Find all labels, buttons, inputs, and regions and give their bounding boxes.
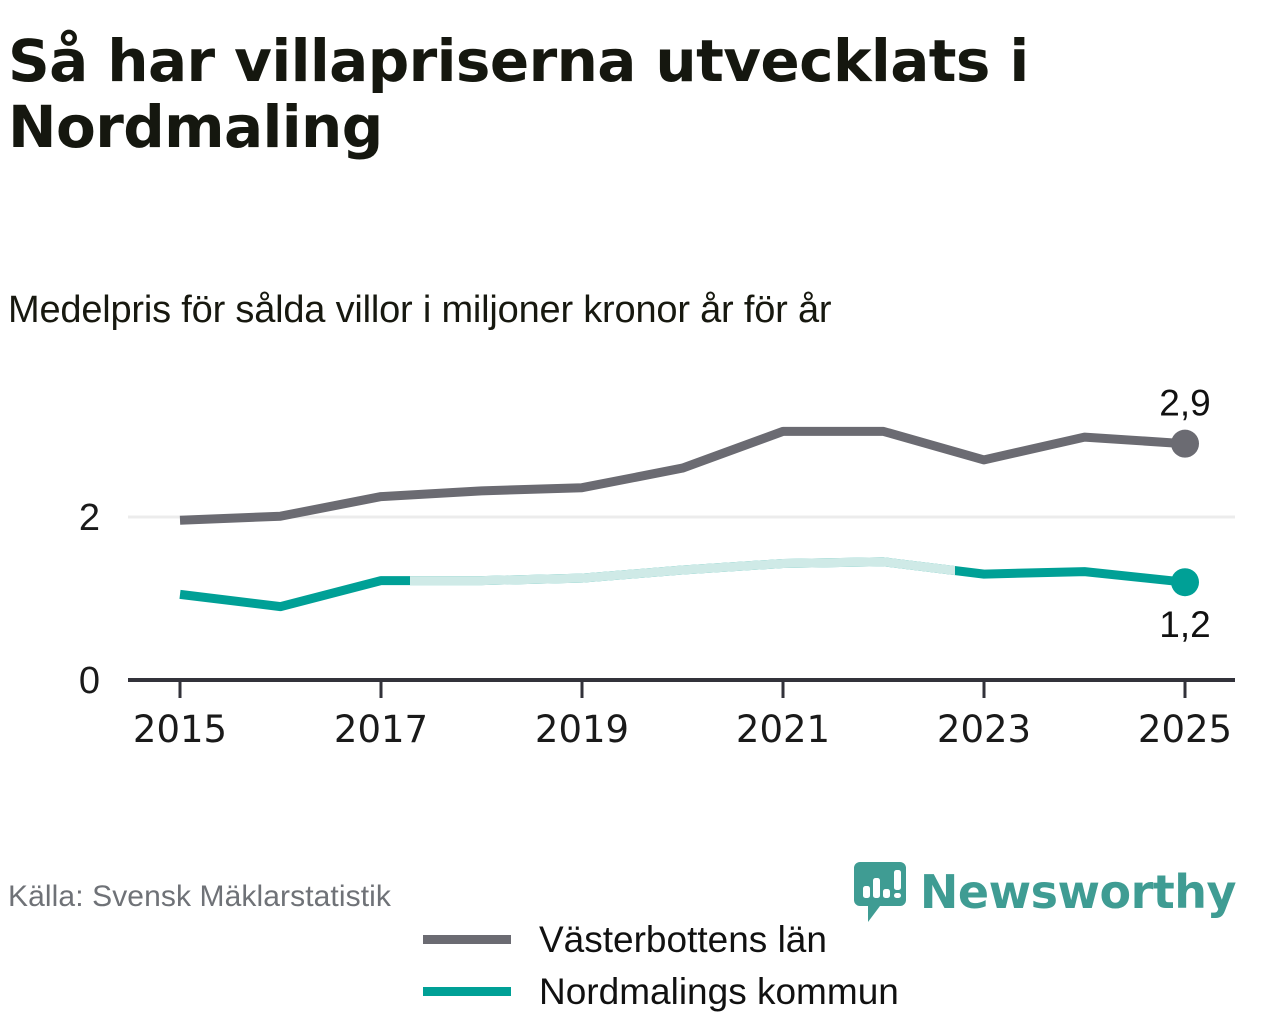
y-axis-tick-label: 0 (79, 660, 100, 702)
series-end-label: 2,9 (1159, 383, 1210, 424)
chart-header: Så har villapriserna utvecklats i Nordma… (8, 28, 1058, 160)
newsworthy-logo[interactable]: Newsworthy (853, 862, 1237, 922)
bar-chart-speech-bubble-icon (853, 862, 906, 922)
chart-footer: Källa: Svensk Mäklarstatistik Newsworthy (0, 850, 1280, 960)
legend-item-municipality[interactable]: Nordmalings kommun (423, 965, 963, 1017)
legend-item-label: Nordmalings kommun (539, 970, 899, 1012)
line-swatch-icon (423, 986, 511, 996)
chart-canvas: 02 2015 2017 2019 2021 2023 2025 2,91,2 (79, 383, 1235, 751)
x-axis-tick-label: 2021 (736, 708, 830, 751)
chart-subtitle: Medelpris för sålda villor i miljoner kr… (8, 289, 832, 331)
x-axis-tick-label: 2015 (133, 708, 227, 751)
x-axis-tick-label: 2023 (937, 708, 1031, 751)
x-axis-tick-label: 2017 (334, 708, 428, 751)
series-end-marker (1171, 429, 1199, 458)
x-axis-tick-label: 2025 (1138, 708, 1232, 751)
series-end-label: 1,2 (1159, 604, 1210, 645)
brand-wordmark: Newsworthy (919, 865, 1237, 919)
y-axis-tick-label: 2 (79, 497, 100, 539)
line-swatch-icon (423, 934, 511, 944)
legend-item-label: Västerbottens län (539, 918, 827, 960)
series-lines (179, 426, 1199, 612)
x-axis-tick-label: 2019 (535, 708, 629, 751)
x-axis-tick-labels: 2015 2017 2019 2021 2023 2025 (133, 708, 1232, 751)
source-note: Källa: Svensk Mäklarstatistik (8, 880, 392, 913)
series-line-occluded (410, 557, 955, 586)
series-end-labels: 2,9 1,2 (1159, 383, 1210, 646)
axes (128, 678, 1235, 698)
series-line (179, 426, 1186, 525)
y-axis-tick-labels: 02 (79, 497, 100, 702)
series-end-marker (1171, 568, 1199, 597)
page-title: Så har villapriserna utvecklats i Nordma… (8, 27, 1029, 162)
legend-item-county[interactable]: Västerbottens län (423, 913, 963, 965)
